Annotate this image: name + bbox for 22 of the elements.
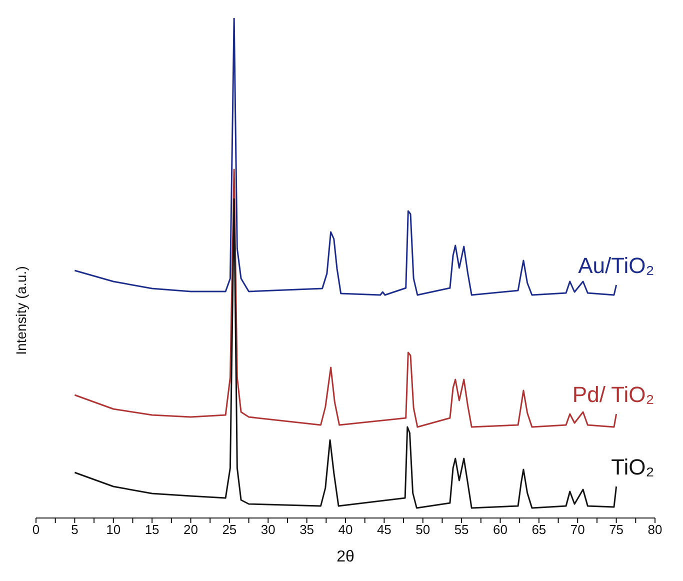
series-label: Pd/ TiO₂ [572,382,654,407]
x-tick-label: 70 [570,522,585,538]
x-tick-label: 0 [32,522,40,538]
x-tick-label: 75 [609,522,624,538]
x-tick-label: 10 [106,522,121,538]
x-tick-label: 15 [144,522,160,538]
x-axis-title: 2θ [336,548,354,566]
x-tick-label: 30 [260,522,276,538]
x-tick-label: 40 [338,522,353,538]
x-tick-label: 5 [71,522,78,538]
series-label: TiO₂ [611,454,654,480]
x-tick-label: 50 [416,522,430,538]
x-tick-label: 20 [184,522,198,538]
series-label: Au/TiO₂ [578,253,654,278]
x-tick-label: 60 [493,522,508,538]
y-axis-title: Intensity (a.u.) [13,266,29,355]
x-tick-label: 80 [648,522,662,538]
x-tick-label: 25 [222,522,237,538]
x-tick-label: 35 [300,522,314,538]
x-tick-label: 65 [532,522,546,538]
x-tick-label: 45 [376,522,392,538]
x-tick-label: 55 [454,522,469,538]
